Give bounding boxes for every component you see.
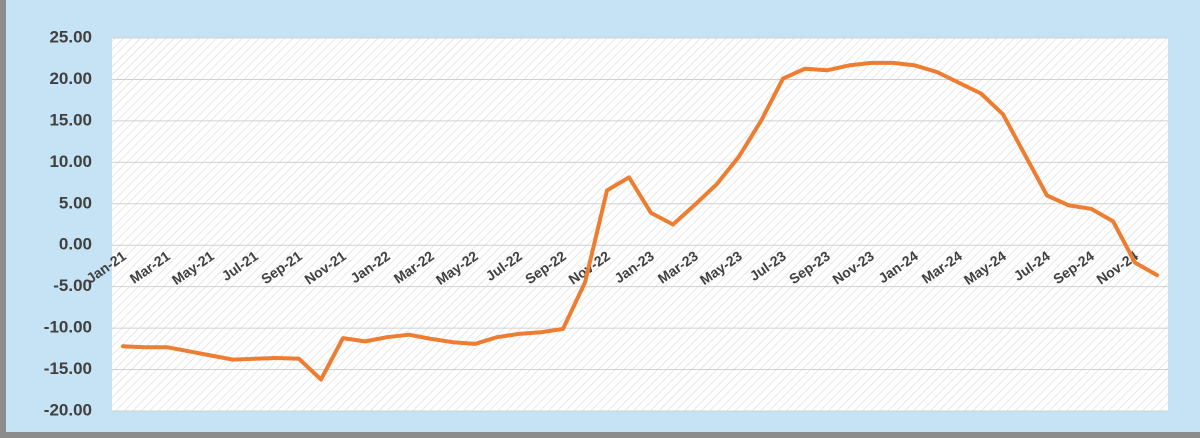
y-tick-label: 5.00 [59,193,92,212]
line [121,60,1159,382]
y-tick-label: 25.00 [49,27,92,46]
y-tick-label: 0.00 [59,235,92,254]
y-tick-label: -15.00 [44,359,92,378]
y-tick-label: 20.00 [49,69,92,88]
y-tick-label: -5.00 [53,276,92,295]
y-tick-label: 10.00 [49,152,92,171]
y-tick-label: 15.00 [49,110,92,129]
plot-area [112,38,1168,411]
y-tick-label: -10.00 [44,318,92,337]
y-tick-label: -20.00 [44,400,92,419]
